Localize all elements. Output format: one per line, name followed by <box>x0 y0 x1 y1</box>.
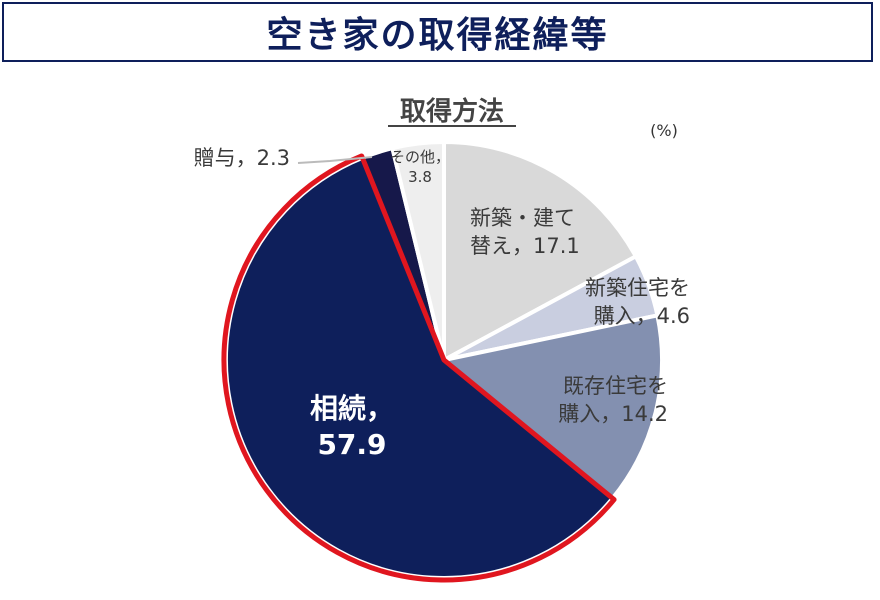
unit-label: (%) <box>650 121 678 140</box>
slice-label-1-line-0: 新築住宅を <box>585 276 690 300</box>
leader-line-gift <box>297 156 373 164</box>
slice-label-5-line-1: 3.8 <box>408 168 432 186</box>
page-title: 空き家の取得経緯等 <box>266 15 609 56</box>
slice-label-3-line-0: 相続， <box>310 392 394 425</box>
slice-label-3-line-1: 57.9 <box>317 428 386 461</box>
slice-label-4-line-0: 贈与，2.3 <box>194 146 290 170</box>
slice-label-2-line-1: 購入，14.2 <box>558 402 668 426</box>
slice-label-0-line-0: 新築・建て <box>470 206 575 230</box>
slice-label-2-line-0: 既存住宅を <box>563 374 668 398</box>
pie-slice-highlight-outline <box>221 153 617 583</box>
slice-label-1-line-1: 購入，4.6 <box>594 304 690 328</box>
page-title-box: 空き家の取得経緯等 <box>2 2 873 62</box>
pie-slice-2 <box>442 313 664 501</box>
pie-slice-5 <box>390 140 446 362</box>
slice-label-5-line-0: その他， <box>390 148 450 166</box>
pie-slice-0 <box>442 140 638 362</box>
pie-slices <box>221 140 664 583</box>
slice-label-0-line-1: 替え，17.1 <box>470 234 580 258</box>
chart-title: 取得方法 <box>400 96 504 127</box>
